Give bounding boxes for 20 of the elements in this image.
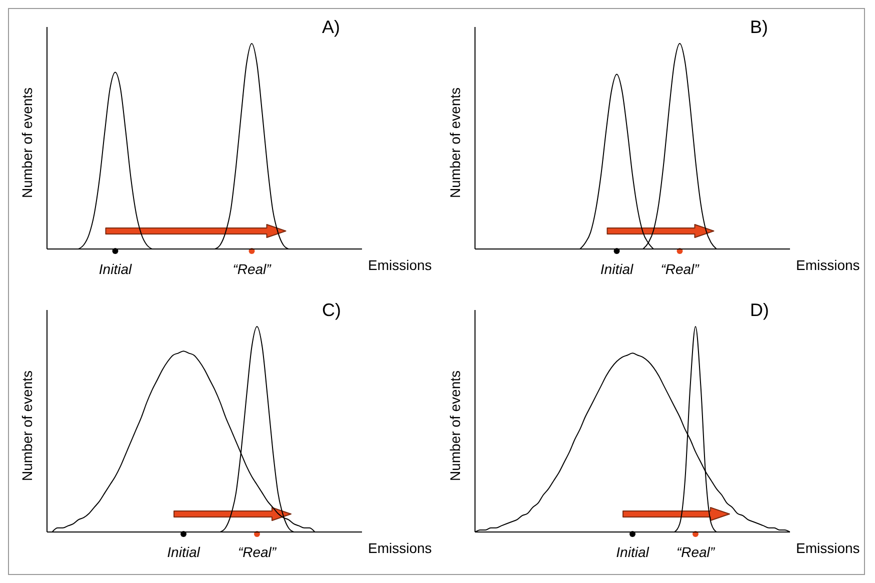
- text: Initial: [615, 544, 650, 560]
- text: Initial: [98, 261, 133, 277]
- y-axis-title: Number of events: [446, 370, 463, 481]
- y-axis-title: Number of events: [446, 88, 463, 198]
- x-axis-title: Emissions: [368, 540, 432, 556]
- chart-title: A): [322, 17, 340, 38]
- text: “Real”: [236, 544, 278, 560]
- text: Initial: [599, 261, 634, 277]
- y-axis-title: Number of events: [18, 88, 35, 198]
- text: “Real”: [660, 261, 700, 277]
- text: “Real”: [232, 261, 272, 277]
- chart-title: B): [750, 17, 768, 38]
- x-axis-title: Emissions: [796, 540, 860, 556]
- chart-title: C): [322, 300, 341, 321]
- text: Initial: [166, 544, 202, 560]
- x-axis-title: Emissions: [796, 257, 860, 273]
- chart-title: D): [750, 300, 769, 321]
- y-axis-title: Number of events: [18, 370, 35, 481]
- text: “Real”: [675, 544, 716, 560]
- x-axis-title: Emissions: [368, 257, 432, 273]
